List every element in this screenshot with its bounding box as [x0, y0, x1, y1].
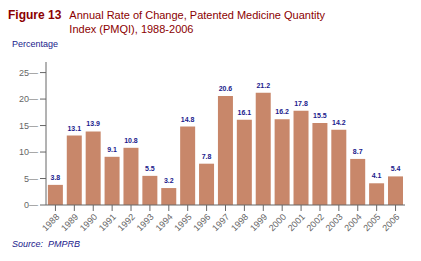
svg-text:14.8: 14.8	[181, 116, 195, 123]
svg-text:5.5: 5.5	[145, 165, 155, 172]
svg-text:20.6: 20.6	[219, 85, 233, 92]
svg-text:1992: 1992	[116, 212, 137, 233]
svg-text:4.1: 4.1	[372, 172, 382, 179]
html-text:Annual Rate of Change, Patente: Annual Rate of Change, Patented Medicine…	[69, 9, 325, 21]
svg-text:3.2: 3.2	[164, 177, 174, 184]
svg-text:14.2: 14.2	[332, 119, 346, 126]
svg-text:15.5: 15.5	[313, 112, 327, 119]
svg-text:1995: 1995	[172, 212, 193, 233]
svg-text:9.1: 9.1	[107, 146, 117, 153]
svg-text:1990: 1990	[78, 212, 99, 233]
svg-text:5.4: 5.4	[391, 165, 401, 172]
svg-text:1998: 1998	[229, 212, 250, 233]
html-text:Source: PMPRB: Source: PMPRB	[12, 239, 80, 249]
html-text:Percentage: Percentage	[12, 39, 58, 49]
svg-text:1989: 1989	[59, 212, 80, 233]
svg-text:3.8: 3.8	[51, 174, 61, 181]
svg-text:15—: 15—	[19, 121, 38, 131]
svg-text:16.2: 16.2	[275, 108, 289, 115]
svg-text:2001: 2001	[286, 212, 307, 233]
svg-text:2000: 2000	[267, 212, 288, 233]
svg-text:1993: 1993	[135, 212, 156, 233]
svg-text:1996: 1996	[191, 212, 212, 233]
svg-text:17.8: 17.8	[294, 100, 308, 107]
svg-text:10.8: 10.8	[124, 137, 138, 144]
svg-text:2004: 2004	[342, 212, 363, 233]
svg-text:20—: 20—	[19, 94, 38, 104]
svg-text:13.9: 13.9	[86, 120, 100, 127]
svg-text:21.2: 21.2	[256, 82, 270, 89]
svg-text:10—: 10—	[19, 147, 38, 157]
svg-text:0—: 0—	[24, 200, 38, 210]
html-text:Figure 13: Figure 13	[8, 8, 62, 22]
svg-text:1988: 1988	[40, 212, 61, 233]
svg-text:1994: 1994	[154, 212, 175, 233]
svg-text:2006: 2006	[380, 212, 401, 233]
svg-text:5—: 5—	[24, 174, 38, 184]
svg-text:25—: 25—	[19, 68, 38, 78]
html-text:Index (PMQI), 1988-2006: Index (PMQI), 1988-2006	[69, 23, 194, 35]
svg-text:2003: 2003	[324, 212, 345, 233]
svg-text:1991: 1991	[97, 212, 118, 233]
svg-text:2002: 2002	[305, 212, 326, 233]
svg-text:13.1: 13.1	[67, 125, 81, 132]
svg-text:16.1: 16.1	[238, 109, 252, 116]
svg-text:8.7: 8.7	[353, 148, 363, 155]
svg-text:7.8: 7.8	[202, 153, 212, 160]
svg-text:2005: 2005	[361, 212, 382, 233]
svg-text:1997: 1997	[210, 212, 231, 233]
svg-text:1999: 1999	[248, 212, 269, 233]
